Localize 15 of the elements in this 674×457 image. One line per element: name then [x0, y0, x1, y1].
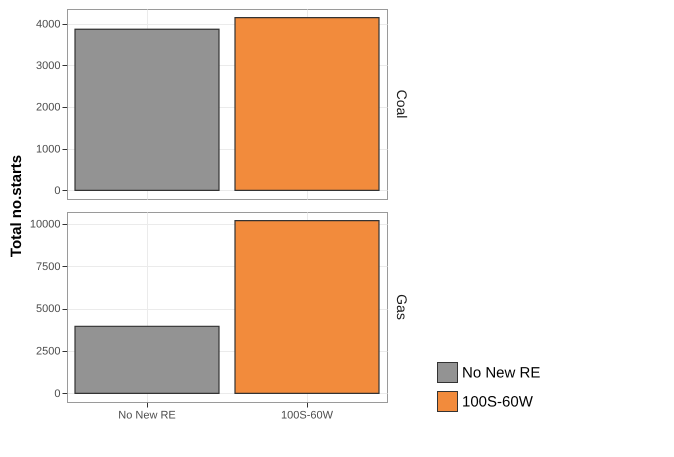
y-tick-label: 1000	[36, 143, 60, 156]
y-tick-label: 4000	[36, 18, 60, 30]
text: Coal	[394, 90, 410, 118]
legend-label: No New RE	[462, 364, 540, 382]
y-tick-label: 0	[54, 388, 60, 400]
y-tick-label: 2000	[36, 102, 60, 114]
y-tick-label: 5000	[36, 303, 60, 316]
y-axis-title: Total no.starts	[8, 154, 26, 258]
y-tick-label: 7500	[36, 260, 60, 273]
y-tick-label: 10000	[30, 218, 60, 231]
text: Gas	[394, 294, 410, 320]
y-tick-label: 3000	[36, 60, 60, 72]
y-tick-label: 2500	[36, 346, 60, 358]
y-tick-label: 0	[54, 184, 60, 197]
legend-label: 100S-60W	[462, 394, 534, 410]
